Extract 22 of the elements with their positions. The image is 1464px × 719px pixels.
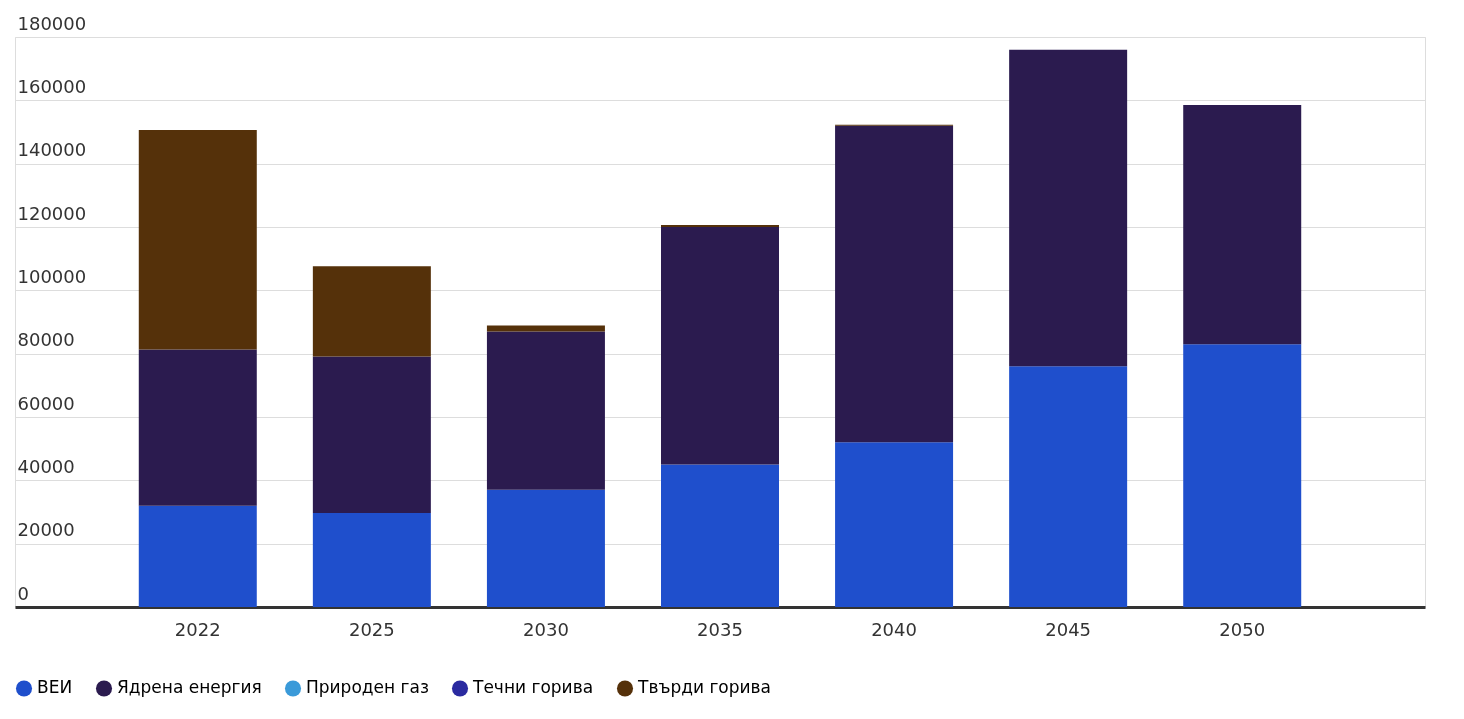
x-tick-label: 2035 (697, 618, 743, 640)
x-tick-label: 2050 (1219, 618, 1266, 640)
legend-label: Ядрена енергия (117, 677, 262, 698)
y-tick-label: 80000 (17, 329, 75, 351)
y-tick-label: 180000 (17, 12, 87, 34)
y-tick-label: 160000 (17, 75, 87, 97)
y-tick-label: 100000 (17, 265, 87, 287)
y-tick-label: 140000 (17, 139, 87, 161)
x-tick-label: 2030 (523, 618, 569, 640)
legend-label: Течни горива (472, 677, 594, 698)
x-tick-label: 2040 (871, 618, 917, 640)
y-tick-label: 0 (17, 582, 29, 604)
y-tick-label: 120000 (17, 202, 87, 224)
x-tick-label: 2022 (174, 618, 221, 640)
y-tick-label: 40000 (17, 455, 75, 477)
legend-label: ВЕИ (37, 677, 73, 698)
y-tick-label: 60000 (17, 392, 75, 414)
legend-label: Твърди горива (637, 677, 772, 698)
x-tick-label: 2025 (348, 618, 395, 640)
x-tick-label: 2045 (1045, 618, 1092, 640)
legend-label: Природен газ (306, 677, 429, 698)
y-tick-label: 20000 (17, 519, 75, 541)
